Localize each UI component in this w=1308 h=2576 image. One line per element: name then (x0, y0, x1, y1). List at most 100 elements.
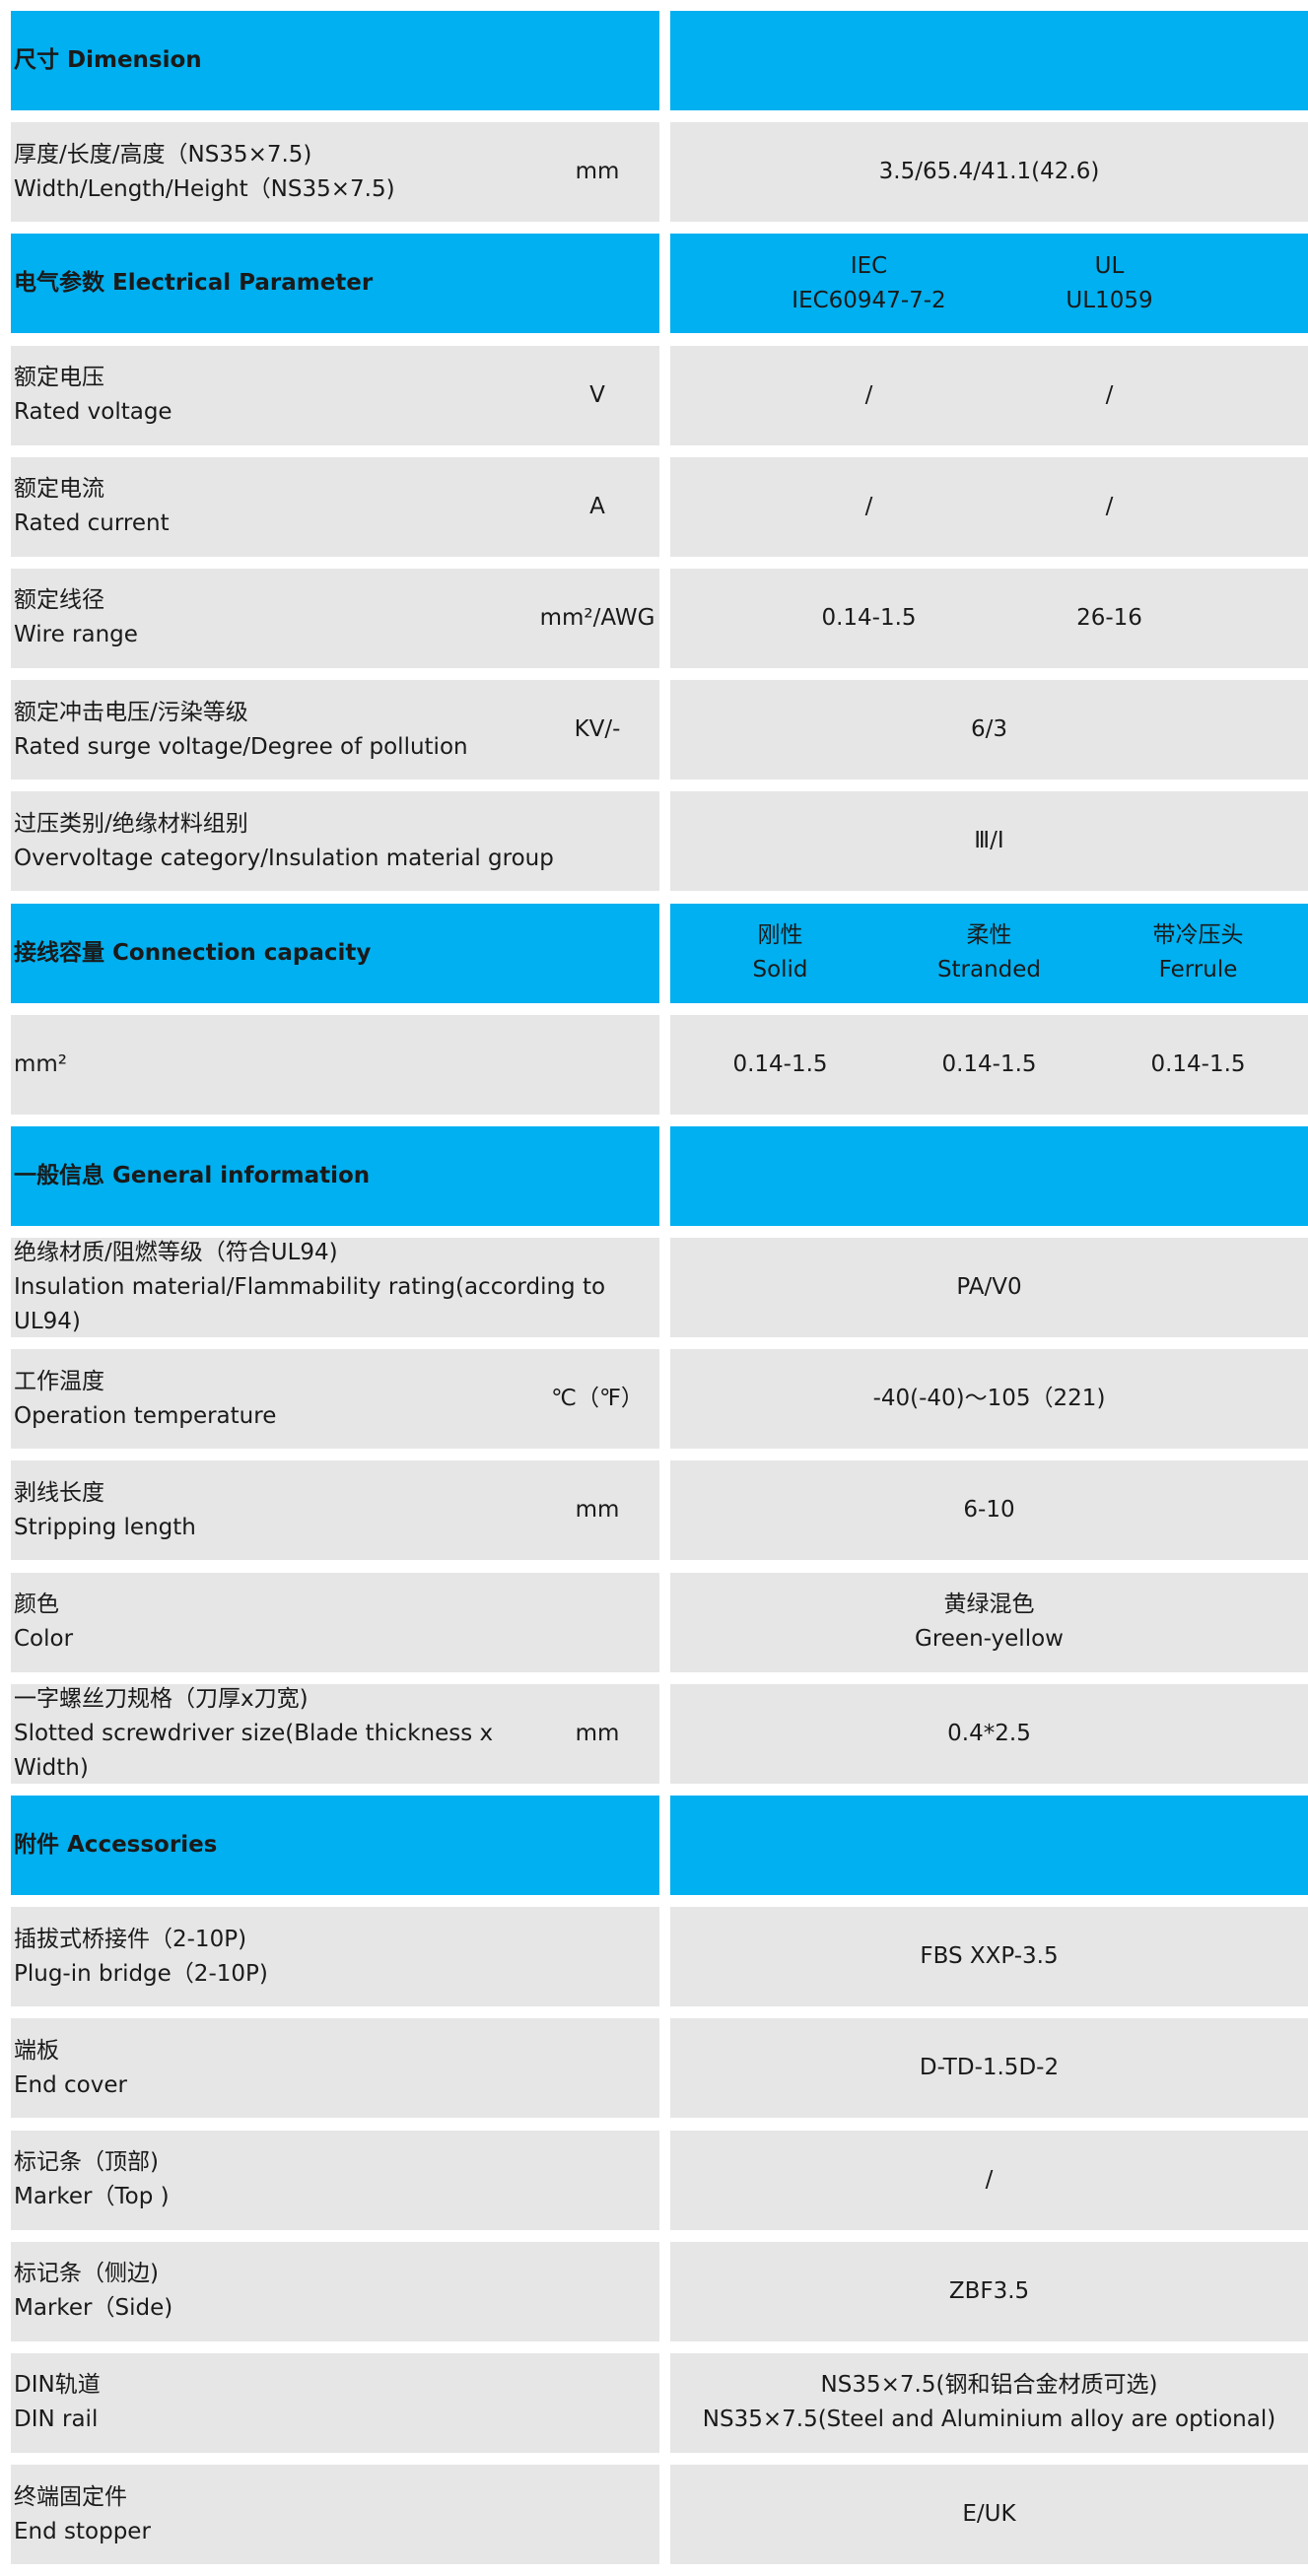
value-column: 6-10 (963, 1493, 1014, 1527)
label-line: 标记条（侧边) (14, 2261, 159, 2287)
section-header-row: 一般信息 General information (11, 1125, 1308, 1226)
value-text: 3.5/65.4/41.1(42.6) (878, 159, 1100, 185)
row-label-cell: 一字螺丝刀规格（刀厚x刀宽) Slotted screwdriver size(B… (11, 1683, 659, 1784)
label-line: Color (14, 1626, 74, 1653)
value-text: / (864, 493, 873, 519)
row-label-cell: 颜色 Color (11, 1572, 659, 1672)
label-line: 绝缘材质/阻燃等级（符合UL94) (14, 1240, 338, 1266)
value-text: 0.14-1.5 (821, 604, 917, 631)
unit-label: mm (575, 159, 620, 185)
label-line: 颜色 (14, 1592, 59, 1618)
value-text: ZBF3.5 (948, 2277, 1030, 2304)
unit-label: A (589, 493, 605, 519)
row-label-cell: 厚度/长度/高度（NS35×7.5) Width/Length/Height（NS… (11, 122, 659, 223)
value-text: 带冷压头 (1152, 922, 1244, 948)
label-line: DIN轨道 (14, 2372, 101, 2399)
value-column: D-TD-1.5D-2 (920, 2051, 1059, 2085)
section-header-row: 尺寸 Dimension (11, 11, 1308, 110)
value-column: FBS XXP-3.5 (920, 1939, 1058, 1974)
row-label: 终端固定件 End stopper (14, 2465, 645, 2564)
table-row: mm² 0.14-1.5 0.14-1.5 0.14-1.5 (11, 1014, 1308, 1115)
row-label-cell: 电气参数 Electrical Parameter (11, 234, 659, 334)
table-row: 插拔式桥接件（2-10P) Plug-in bridge（2-10P) FBS XX… (11, 1907, 1308, 2007)
row-label: 颜色 Color (14, 1573, 645, 1672)
row-label: 剥线长度 Stripping length (14, 1460, 536, 1560)
row-label-cell: 标记条（顶部) Marker（Top ) (11, 2130, 659, 2230)
value-text: Ⅲ/Ⅰ (974, 828, 1004, 854)
row-value-cell: 6/3 (670, 680, 1308, 780)
value-column: 柔性 Stranded (885, 918, 1094, 987)
row-value-cell: / / (670, 345, 1308, 445)
row-label: 接线容量 Connection capacity (14, 904, 645, 1003)
row-value-cell: 6-10 (670, 1460, 1308, 1561)
row-label-cell: 附件 Accessories (11, 1796, 659, 1895)
value-columns: 黄绿混色 Green-yellow (670, 1588, 1308, 1657)
label-line: 剥线长度 (14, 1479, 104, 1506)
row-label-cell: mm² (11, 1014, 659, 1115)
value-column: 带冷压头 Ferrule (1094, 918, 1303, 987)
value-column: 0.4*2.5 (947, 1717, 1031, 1751)
value-text: 0.14-1.5 (732, 1051, 828, 1077)
section-header-row: 电气参数 Electrical Parameter IEC IEC60947-7-2… (11, 234, 1308, 334)
value-columns: FBS XXP-3.5 (670, 1939, 1308, 1974)
label-line: UL94) (14, 1309, 81, 1335)
section-header-row: 接线容量 Connection capacity 刚性 Solid 柔性 Strande… (11, 903, 1308, 1003)
label-line: Plug-in bridge（2-10P) (14, 1960, 268, 1987)
value-column: 黄绿混色 Green-yellow (915, 1588, 1064, 1657)
row-label: 一般信息 General information (14, 1126, 645, 1226)
value-column: 0.14-1.5 (885, 1048, 1094, 1082)
value-columns: -40(-40)～105（221) (670, 1382, 1308, 1416)
row-value-cell: ZBF3.5 (670, 2241, 1308, 2341)
spec-table: 尺寸 Dimension 厚度/长度/高度（NS35×7.5) Width/Leng… (11, 11, 1308, 2576)
row-label-cell: 尺寸 Dimension (11, 11, 659, 110)
value-columns: 0.14-1.5 26-16 (670, 601, 1308, 636)
row-value-cell: 0.14-1.5 26-16 (670, 568, 1308, 668)
row-label-cell: 绝缘材质/阻燃等级（符合UL94) Insulation material/Fla… (11, 1238, 659, 1338)
value-text: -40(-40)～105（221) (872, 1386, 1106, 1412)
row-label-cell: 剥线长度 Stripping length mm (11, 1460, 659, 1561)
value-text: 0.4*2.5 (947, 1720, 1031, 1746)
row-value-cell: -40(-40)～105（221) (670, 1349, 1308, 1450)
value-columns: 刚性 Solid 柔性 Stranded 带冷压头 Ferrule (670, 918, 1308, 987)
row-label-cell: 过压类别/绝缘材料组别 Overvoltage category/Insulati… (11, 791, 659, 892)
row-value-cell: PA/V0 (670, 1238, 1308, 1338)
label-line: 额定线径 (14, 587, 104, 614)
table-row: 额定电流 Rated current A / / (11, 456, 1308, 557)
value-text: 6/3 (970, 716, 1007, 743)
row-label: mm² (14, 1015, 645, 1115)
row-label: 工作温度 Operation temperature (14, 1349, 536, 1449)
row-label: DIN轨道 DIN rail (14, 2353, 645, 2453)
row-label-cell: 额定电流 Rated current A (11, 456, 659, 557)
label-line: Marker（Side) (14, 2295, 173, 2322)
value-text: IEC (850, 252, 888, 279)
value-column: E/UK (962, 2497, 1015, 2532)
value-columns: 0.14-1.5 0.14-1.5 0.14-1.5 (670, 1048, 1308, 1082)
unit-label: ℃（℉） (551, 1386, 644, 1412)
label-line: mm² (14, 1051, 68, 1077)
table-row: 额定电压 Rated voltage V / / (11, 345, 1308, 445)
label-line: 尺寸 Dimension (14, 47, 202, 73)
label-line: 标记条（顶部) (14, 2149, 159, 2176)
value-columns: D-TD-1.5D-2 (670, 2051, 1308, 2085)
row-label-cell: 插拔式桥接件（2-10P) Plug-in bridge（2-10P) (11, 1907, 659, 2007)
value-column: UL UL1059 (990, 249, 1230, 318)
value-columns: PA/V0 (670, 1270, 1308, 1305)
row-label: 尺寸 Dimension (14, 11, 645, 110)
value-columns: / / (670, 378, 1308, 413)
value-column: -40(-40)～105（221) (873, 1382, 1106, 1416)
row-label-cell: 标记条（侧边) Marker（Side) (11, 2241, 659, 2341)
section-header-row: 附件 Accessories (11, 1796, 1308, 1895)
table-row: DIN轨道 DIN rail NS35×7.5(钢和铝合金材质可选) NS35×7.5… (11, 2352, 1308, 2453)
value-column: Ⅲ/Ⅰ (974, 824, 1003, 858)
row-label: 额定电压 Rated voltage (14, 346, 536, 445)
label-line: 接线容量 Connection capacity (14, 939, 372, 966)
value-columns: E/UK (670, 2497, 1308, 2532)
table-row: 剥线长度 Stripping length mm 6-10 (11, 1460, 1308, 1561)
table-row: 标记条（侧边) Marker（Side) ZBF3.5 (11, 2241, 1308, 2341)
value-column: IEC IEC60947-7-2 (749, 249, 990, 318)
row-label-cell: 接线容量 Connection capacity (11, 903, 659, 1003)
value-text: / (1105, 381, 1114, 408)
row-value-cell (670, 1796, 1308, 1895)
value-columns: 3.5/65.4/41.1(42.6) (670, 155, 1308, 189)
value-text: / (985, 2166, 994, 2193)
